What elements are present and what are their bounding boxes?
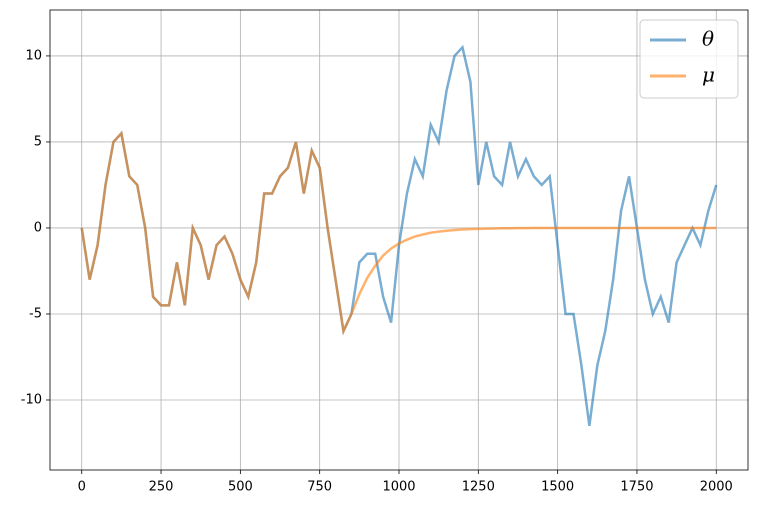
x-tick-label: 1000 xyxy=(382,480,415,495)
x-tick-label: 0 xyxy=(78,480,86,495)
x-tick-label: 1500 xyxy=(541,480,574,495)
legend-label: θ xyxy=(702,27,714,51)
x-tick-label: 250 xyxy=(149,480,174,495)
x-tick-label: 500 xyxy=(228,480,253,495)
x-tick-label: 750 xyxy=(307,480,332,495)
y-tick-label: 5 xyxy=(34,134,42,149)
legend-label: μ xyxy=(702,63,715,87)
line-series xyxy=(80,130,717,336)
axes-frame xyxy=(49,9,749,471)
y-tick-label: -10 xyxy=(21,392,42,407)
y-tick-label: 10 xyxy=(25,48,42,63)
x-tick-label: 2000 xyxy=(700,480,733,495)
legend: θμ xyxy=(639,19,739,99)
y-tick-label: -5 xyxy=(29,306,42,321)
x-tick-label: 1250 xyxy=(462,480,495,495)
y-tick-label: 0 xyxy=(34,220,42,235)
x-tick-label: 1750 xyxy=(620,480,653,495)
legend-box xyxy=(639,19,739,99)
